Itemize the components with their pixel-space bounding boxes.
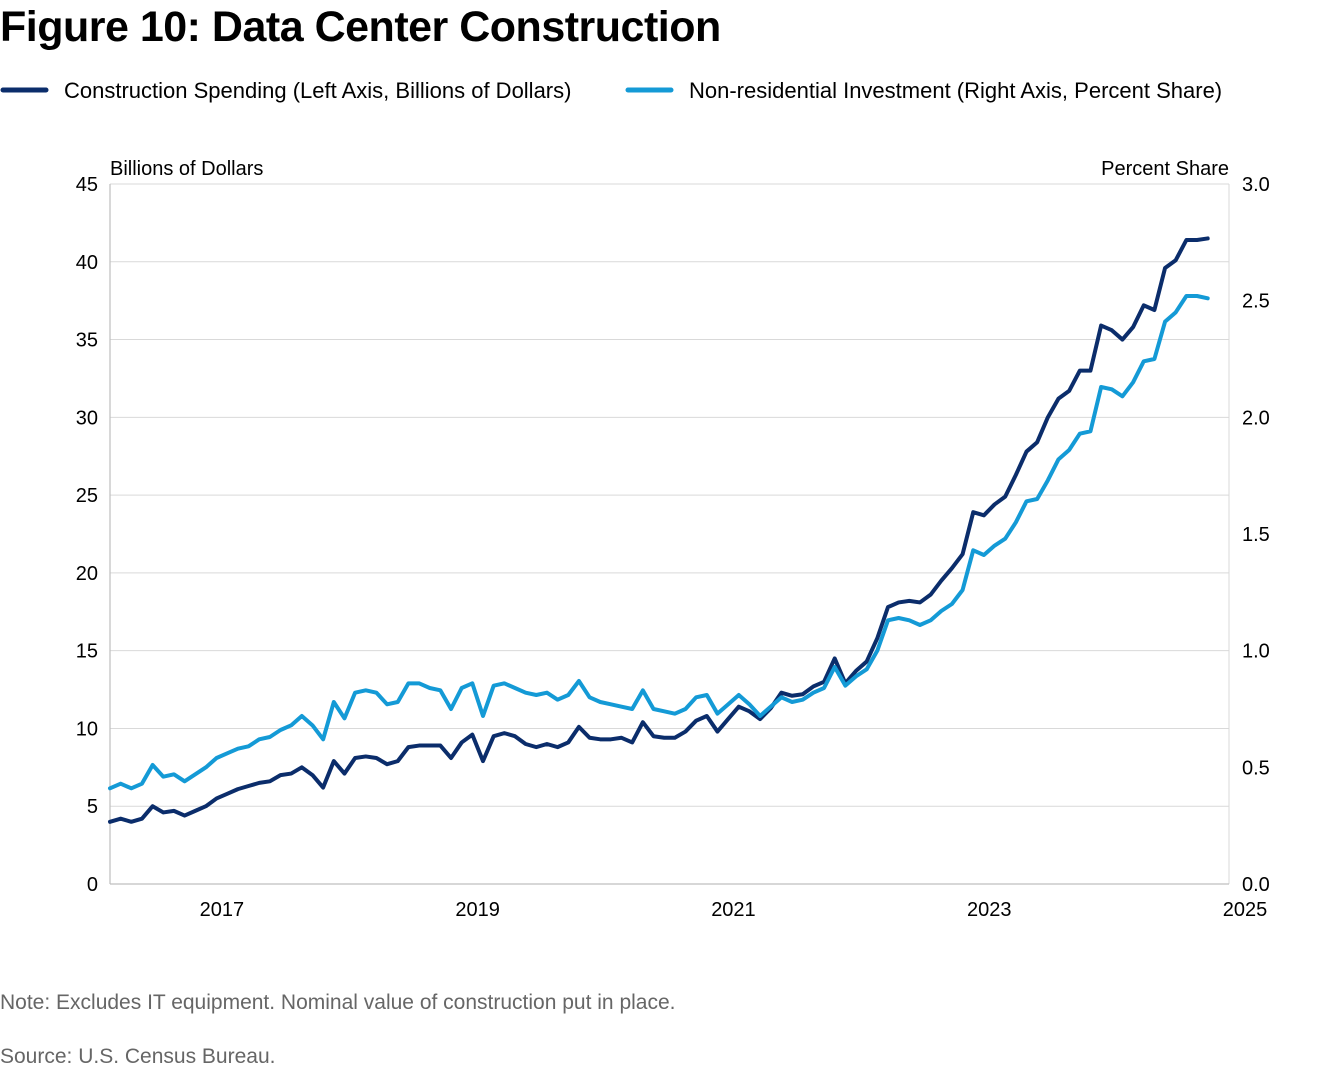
y-left-tick-label: 25 xyxy=(76,485,98,507)
y-right-tick-label: 1.5 xyxy=(1242,524,1270,546)
series-line-construction-spending xyxy=(108,236,1210,824)
y-left-tick-label: 15 xyxy=(76,641,98,663)
y-right-tick-label: 2.0 xyxy=(1242,407,1270,429)
x-tick-label: 2017 xyxy=(200,899,245,921)
chart-title: Figure 10: Data Center Construction xyxy=(0,3,721,51)
note-text: Note: Excludes IT equipment. Nominal val… xyxy=(0,991,676,1014)
x-tick-label: 2025 xyxy=(1223,899,1268,921)
legend-label: Non-residential Investment (Right Axis, … xyxy=(689,78,1222,103)
legend-label: Construction Spending (Left Axis, Billio… xyxy=(64,78,571,103)
y-right-tick-label: 1.0 xyxy=(1242,641,1270,663)
axes: 0510152025303540450.00.51.01.52.02.53.02… xyxy=(76,158,1270,921)
series-line-nonresidential-investment xyxy=(108,294,1210,791)
y-left-axis-title: Billions of Dollars xyxy=(110,158,263,180)
y-left-tick-label: 35 xyxy=(76,330,98,352)
x-tick-label: 2021 xyxy=(711,899,756,921)
x-tick-label: 2023 xyxy=(967,899,1012,921)
y-left-tick-label: 30 xyxy=(76,407,98,429)
y-left-tick-label: 45 xyxy=(76,174,98,196)
legend: Construction Spending (Left Axis, Billio… xyxy=(0,78,1222,103)
gridlines xyxy=(110,183,1229,807)
series-layer xyxy=(108,236,1210,824)
y-right-tick-label: 3.0 xyxy=(1242,174,1270,196)
y-right-axis-title: Percent Share xyxy=(1101,158,1229,180)
x-tick-label: 2019 xyxy=(455,899,500,921)
source-text: Source: U.S. Census Bureau. xyxy=(0,1045,276,1068)
y-right-tick-label: 2.5 xyxy=(1242,291,1270,313)
chart-area: Construction Spending (Left Axis, Billio… xyxy=(0,78,1270,921)
y-left-tick-label: 40 xyxy=(76,252,98,274)
y-right-tick-label: 0.0 xyxy=(1242,874,1270,896)
y-left-tick-label: 0 xyxy=(87,874,98,896)
y-right-tick-label: 0.5 xyxy=(1242,757,1270,779)
y-left-tick-label: 10 xyxy=(76,718,98,740)
y-left-tick-label: 20 xyxy=(76,563,98,585)
y-left-tick-label: 5 xyxy=(87,796,98,818)
